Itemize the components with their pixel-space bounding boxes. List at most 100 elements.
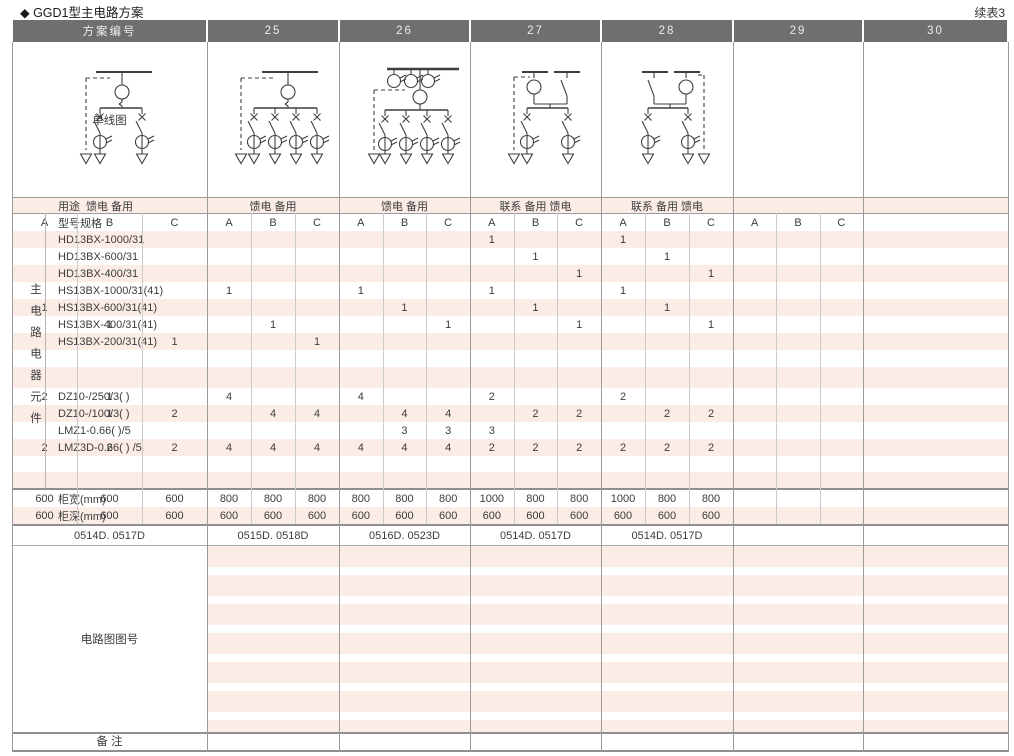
qty-cell: 1 — [445, 318, 452, 331]
cabinet_depth-cell: 600 — [35, 509, 54, 522]
subcol-header: C — [707, 216, 715, 229]
qty-cell: 1 — [106, 318, 113, 331]
qty-cell: 2 — [619, 390, 627, 403]
cabinet_width-cell: 800 — [701, 492, 721, 505]
grid-vline — [426, 213, 427, 524]
cabinet_depth-cell: 600 — [351, 509, 370, 522]
cabinet_depth-cell: 600 — [569, 509, 589, 522]
qty-cell: 1 — [401, 301, 408, 314]
row-stripe — [12, 299, 1008, 316]
cabinet_depth-cell: 600 — [395, 509, 414, 522]
component-name: HS13BX-1000/31(41) — [58, 284, 164, 297]
cabinet_width-cell: 1000 — [610, 492, 636, 505]
cabinet_depth-cell: 600 — [263, 509, 283, 522]
grid-vline — [45, 213, 46, 488]
row-stripe — [12, 367, 1008, 388]
cabinet_depth-cell: 600 — [219, 509, 239, 522]
qty-cell: 1 — [619, 233, 627, 246]
qty-cell: 1 — [488, 233, 495, 246]
header-scheme-26: 26 — [340, 20, 469, 42]
circuit-no-row-label: 电路图图号 — [80, 634, 139, 646]
qty-cell: 1 — [488, 284, 495, 297]
grid-vline — [77, 213, 78, 524]
qty-cell: 1 — [225, 284, 233, 297]
cabinet_depth-cell: 600 — [165, 509, 184, 522]
qty-cell: 2 — [106, 441, 113, 454]
usage-cell: 联系 备用 馈电 — [630, 200, 704, 213]
header-scheme-label: 方案编号 — [13, 20, 206, 42]
qty-cell: 4 — [357, 441, 364, 454]
subcol-header: A — [750, 216, 759, 229]
grid-hline — [12, 545, 1008, 546]
qty-cell: 4 — [225, 390, 233, 403]
usage-row-label: 用途 — [58, 200, 80, 213]
qty-cell: 2 — [663, 407, 671, 420]
usage-cell: 联系 备用 馈电 — [499, 200, 572, 213]
usage-cell: 馈电 备用 — [85, 200, 134, 213]
qty-cell: 1 — [576, 318, 583, 331]
diagram-no-cell: 0514D. 0517D — [631, 529, 703, 542]
qty-cell: 4 — [313, 407, 321, 420]
qty-cell: 2 — [576, 407, 583, 420]
diagram-no-cell: 0514D. 0517D — [74, 529, 145, 542]
subcol-header: C — [575, 216, 584, 229]
subcol-header: C — [837, 216, 846, 229]
grid-vline — [251, 213, 252, 524]
component-name: HS13BX-200/31(41) — [58, 335, 158, 348]
cabinet_width-cell: 600 — [100, 492, 119, 505]
grid-vline — [820, 213, 821, 524]
row-stripe — [12, 197, 1008, 214]
header-scheme-30: 30 — [864, 20, 1007, 42]
qty-cell: 2 — [707, 441, 715, 454]
page-title: ◆ GGD1型主电路方案 — [20, 6, 144, 20]
qty-cell: 3 — [445, 424, 452, 437]
cabinet_width-cell: 800 — [219, 492, 239, 505]
usage-cell: 馈电 备用 — [380, 200, 429, 213]
single-line-diagram-26 — [234, 71, 329, 165]
qty-cell: 1 — [313, 335, 321, 348]
header-scheme-27: 27 — [471, 20, 600, 42]
qty-cell: 1 — [106, 390, 113, 403]
subcol-header: C — [170, 216, 179, 229]
subcol-header: C — [444, 216, 453, 229]
qty-cell: 1 — [619, 284, 627, 297]
qty-cell: 2 — [171, 441, 178, 454]
qty-cell: 1 — [663, 250, 671, 263]
subcol-header: A — [619, 216, 627, 229]
component-name: HD13BX-600/31 — [58, 250, 139, 263]
row-stripe — [12, 265, 1008, 282]
qty-cell: 4 — [445, 407, 452, 420]
spec-row-label: 型号规格 — [58, 217, 102, 230]
subcol-header: A — [488, 216, 496, 229]
grid-vline — [776, 213, 777, 524]
cabinet_depth-cell: 600 — [526, 509, 545, 522]
cabinet_depth-label: 柜深(mm) — [58, 510, 106, 523]
qty-cell: 2 — [707, 407, 715, 420]
single-line-diagram-29 — [640, 71, 710, 165]
row-stripe — [12, 507, 1008, 524]
grid-hline — [12, 213, 1008, 214]
qty-cell: 4 — [313, 441, 321, 454]
qty-cell: 1 — [707, 318, 715, 331]
component-name: DZ10-/250/3( ) — [58, 390, 130, 403]
subcol-header: B — [663, 216, 671, 229]
cabinet_width-label: 柜宽(mm) — [58, 493, 106, 506]
qty-cell: 2 — [171, 407, 178, 420]
cabinet_width-cell: 600 — [165, 492, 184, 505]
qty-cell: 1 — [12, 299, 77, 316]
subcol-header: A — [357, 216, 365, 229]
qty-cell: 2 — [576, 441, 583, 454]
component-name: HD13BX-1000/31 — [58, 233, 145, 246]
cabinet_width-cell: 800 — [307, 492, 327, 505]
row-stripe — [12, 231, 1008, 248]
cabinet_depth-cell: 600 — [701, 509, 721, 522]
subcol-header: B — [531, 216, 540, 229]
qty-cell: 2 — [532, 407, 539, 420]
grid-vline — [689, 213, 690, 524]
qty-cell: 1 — [269, 318, 277, 331]
qty-cell: 1 — [171, 335, 178, 348]
row-stripe — [12, 405, 1008, 422]
grid-vline — [557, 213, 558, 524]
main-circuit-components-vertical-label: 主电路电器元件 — [29, 283, 41, 434]
cabinet_width-cell: 600 — [35, 492, 54, 505]
